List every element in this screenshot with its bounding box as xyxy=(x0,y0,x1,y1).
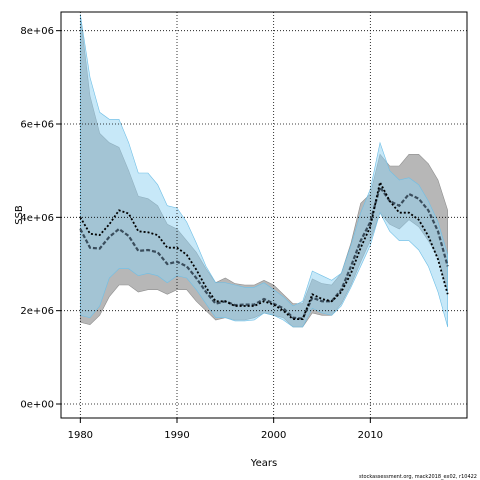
estimate-lines xyxy=(79,179,449,320)
y-tick-label-6e+06: 6e+06 xyxy=(20,120,54,131)
y-tick-label-4e+06: 4e+06 xyxy=(20,213,54,224)
line-series-2 xyxy=(79,179,449,320)
x-tick-label-1980: 1980 xyxy=(68,430,93,441)
plot-frame xyxy=(60,11,468,419)
credit-text: stockassessment.org, mack2018_ex02, r104… xyxy=(359,474,477,480)
x-axis: 1980 1990 2000 2010 xyxy=(68,418,383,441)
x-axis-title: Years xyxy=(250,458,277,469)
x-tick-label-2010: 2010 xyxy=(358,430,383,441)
y-axis-title: SSB xyxy=(14,205,25,225)
confidence-bands xyxy=(80,14,448,328)
x-tick-label-2000: 2000 xyxy=(261,430,286,441)
line-series-1 xyxy=(79,184,449,320)
band-series-2 xyxy=(80,14,448,328)
y-axis: 0e+00 2e+06 4e+06 6e+06 8e+06 xyxy=(20,26,61,411)
x-tick-label-1990: 1990 xyxy=(164,430,189,441)
y-tick-label-8e+06: 8e+06 xyxy=(20,26,54,37)
y-tick-label-2e+06: 2e+06 xyxy=(20,306,54,317)
y-tick-label-0e+00: 0e+00 xyxy=(20,400,54,411)
